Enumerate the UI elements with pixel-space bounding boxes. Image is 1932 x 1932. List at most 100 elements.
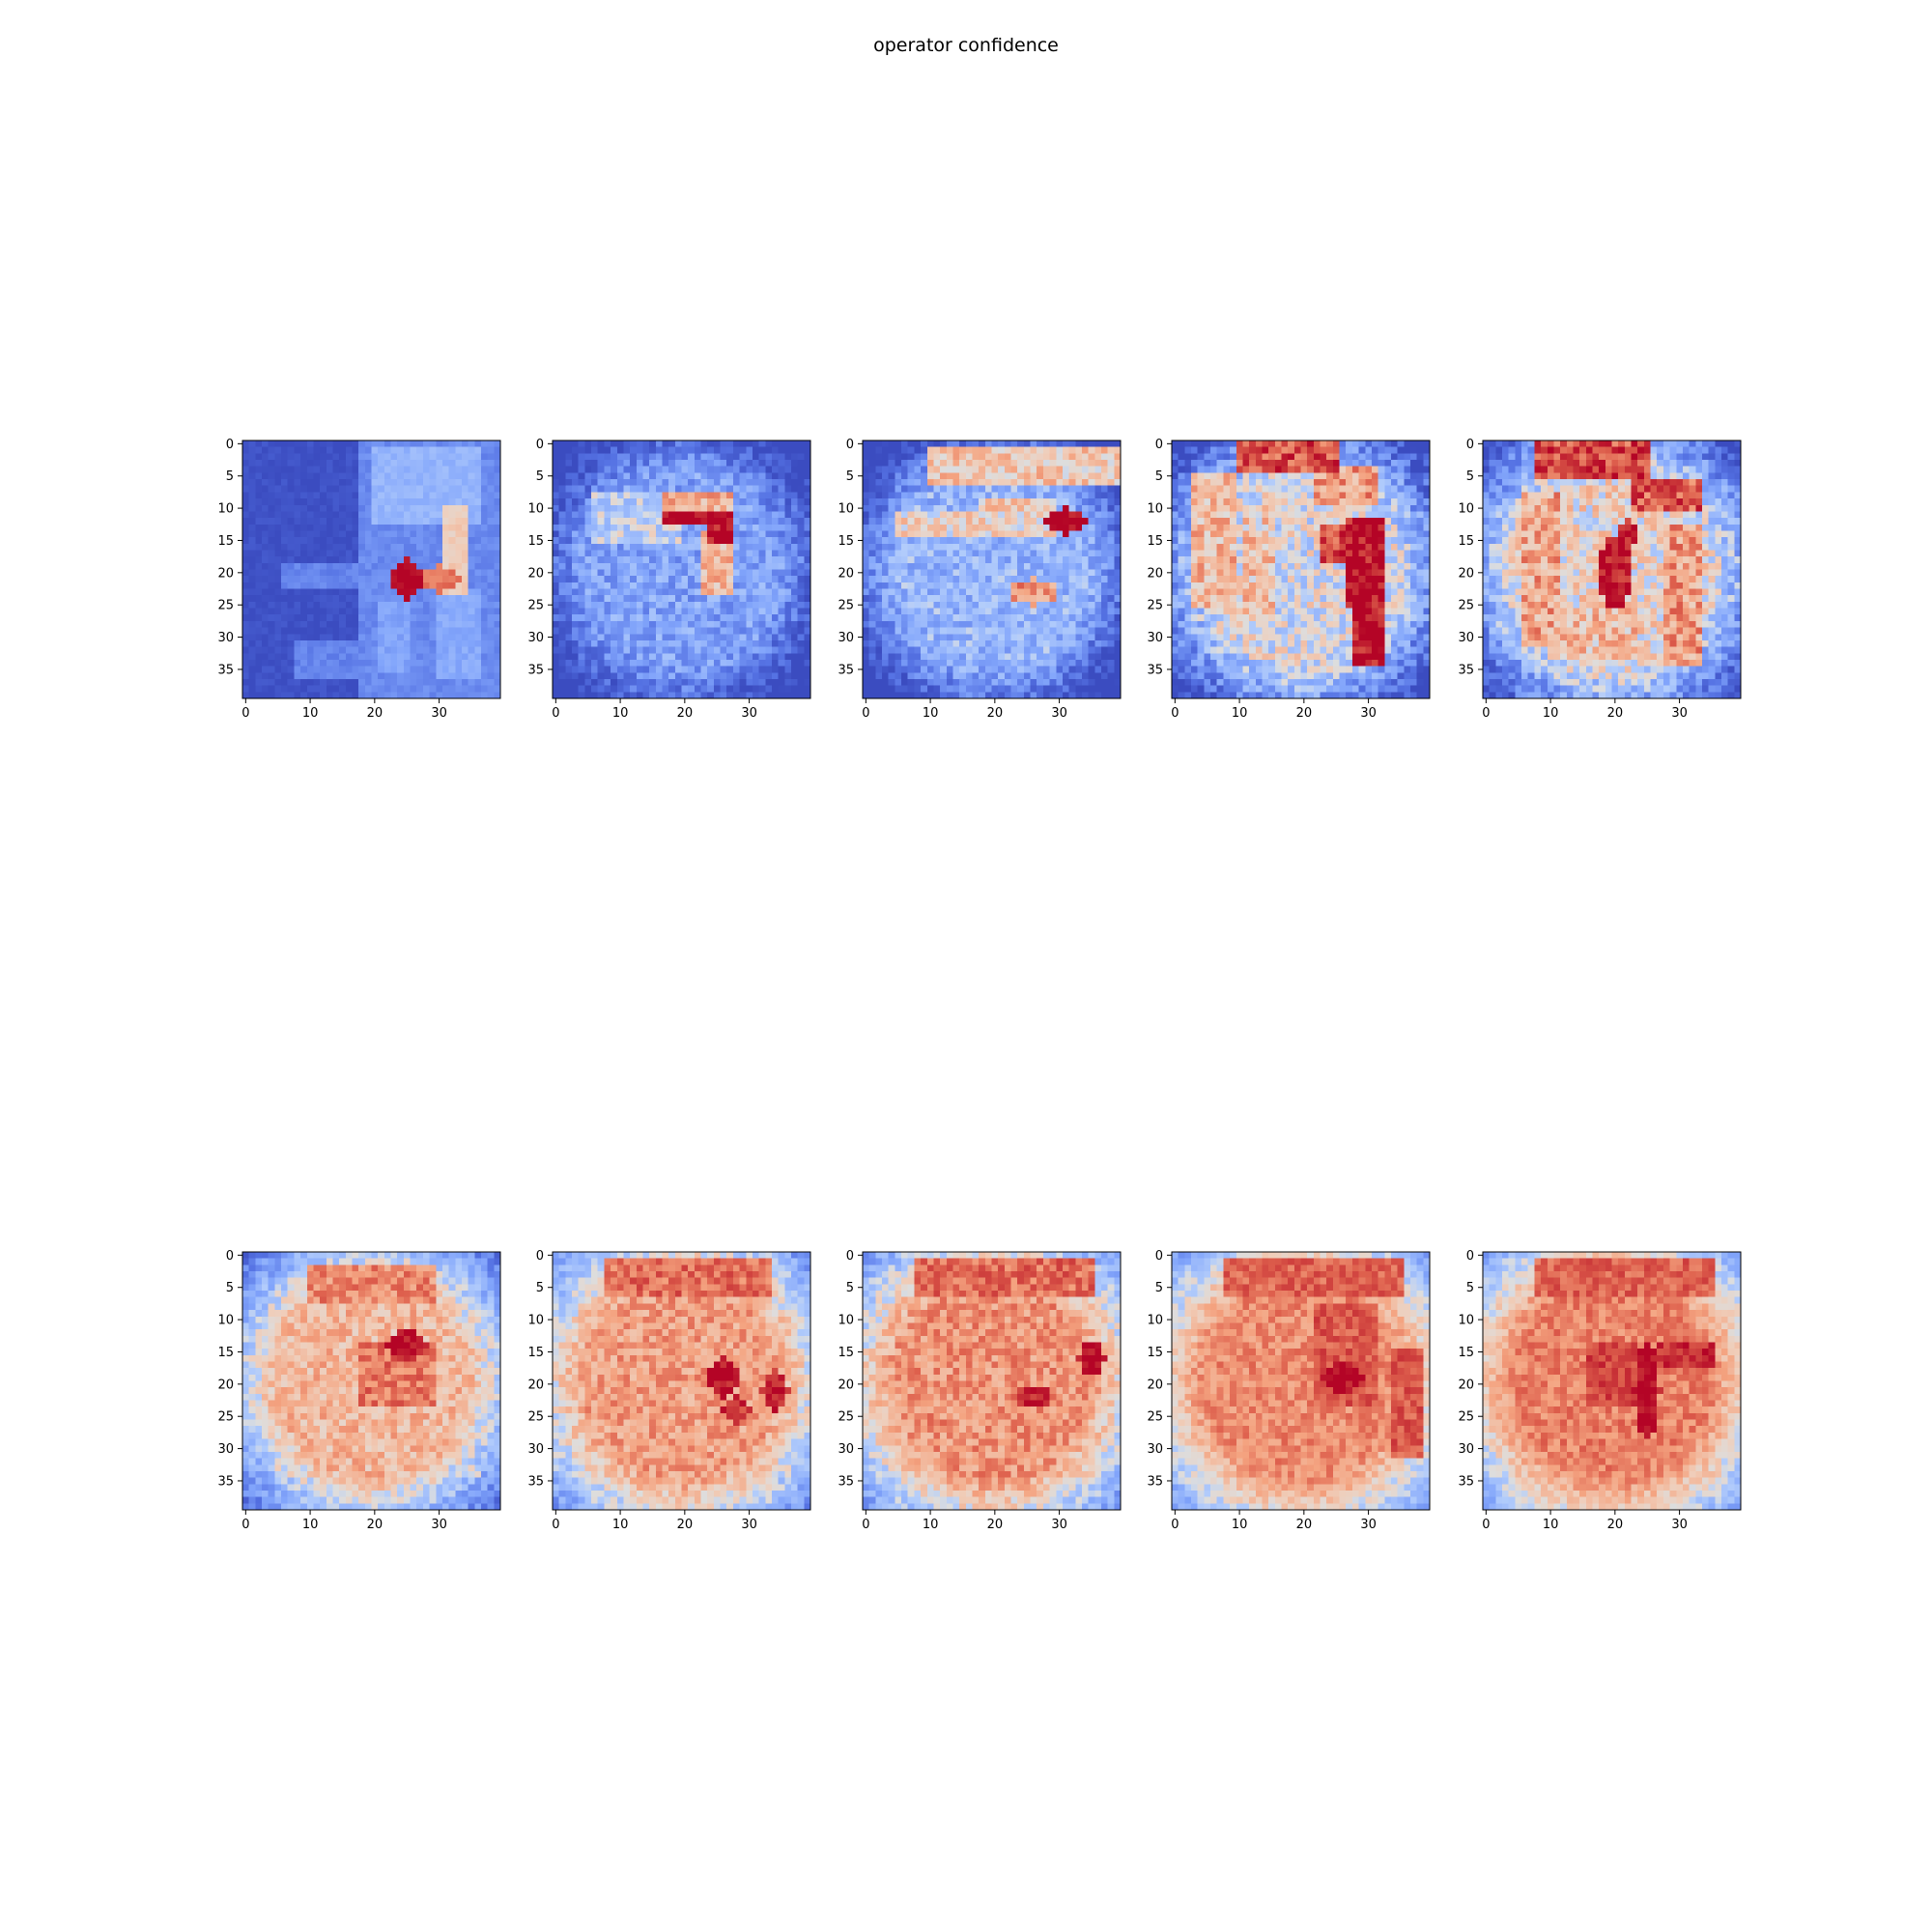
heatmap-cell: [895, 492, 902, 499]
heatmap-cell: [281, 595, 289, 603]
heatmap-cell: [901, 634, 909, 641]
heatmap-cell: [946, 692, 953, 699]
heatmap-cell: [888, 440, 895, 448]
heatmap-cell: [306, 659, 314, 667]
heatmap-cell: [933, 492, 941, 499]
heatmap-cell: [732, 453, 740, 461]
heatmap-cell: [778, 518, 785, 526]
heatmap-cell: [863, 537, 870, 545]
heatmap-cell: [636, 659, 643, 667]
heatmap-cell: [1004, 666, 1011, 673]
heatmap-cell: [281, 659, 289, 667]
heatmap-cell: [642, 543, 650, 551]
heatmap-cell: [636, 627, 643, 635]
heatmap-cell: [1094, 576, 1102, 583]
heatmap-cell: [1107, 634, 1115, 641]
heatmap-cell: [1178, 453, 1185, 461]
heatmap-cell: [371, 672, 379, 680]
heatmap-cell: [901, 485, 909, 493]
heatmap-cell: [649, 511, 657, 519]
heatmap-cell: [655, 562, 663, 570]
heatmap-cell: [422, 446, 430, 454]
heatmap-cell: [1062, 511, 1069, 519]
heatmap-cell: [636, 511, 643, 519]
heatmap-cell: [332, 608, 340, 615]
heatmap-cell: [565, 620, 573, 628]
heatmap-cell: [662, 440, 669, 448]
heatmap-cell: [448, 685, 456, 693]
heatmap-cell: [797, 588, 805, 596]
heatmap-cell: [591, 511, 599, 519]
heatmap-cell: [384, 692, 391, 699]
heatmap-cell: [294, 537, 301, 545]
heatmap-cell: [681, 446, 689, 454]
heatmap-cell: [371, 614, 379, 622]
heatmap-cell: [959, 576, 967, 583]
heatmap-cell: [784, 504, 792, 512]
heatmap-cell: [268, 453, 275, 461]
heatmap-cell: [895, 672, 902, 680]
heatmap-cell: [863, 485, 870, 493]
heatmap-cell: [979, 556, 986, 564]
heatmap-cell: [1062, 634, 1069, 641]
heatmap-cell: [668, 530, 676, 538]
heatmap-cell: [959, 595, 967, 603]
heatmap-cell: [720, 543, 727, 551]
heatmap-cell: [720, 692, 727, 699]
heatmap-cell: [390, 472, 398, 480]
heatmap-cell: [326, 479, 333, 487]
heatmap-cell: [940, 601, 948, 609]
heatmap-cell: [1062, 537, 1069, 545]
heatmap-cell: [1004, 485, 1011, 493]
heatmap-cell: [758, 460, 766, 468]
heatmap-cell: [455, 653, 463, 661]
heatmap-cell: [1107, 453, 1115, 461]
heatmap-cell: [313, 627, 321, 635]
heatmap-cell: [422, 653, 430, 661]
heatmap-cell: [429, 614, 437, 622]
heatmap-cell: [313, 472, 321, 480]
heatmap-cell: [1017, 550, 1025, 557]
heatmap-cell: [662, 492, 669, 499]
heatmap-cell: [952, 666, 960, 673]
heatmap-cell: [313, 550, 321, 557]
heatmap-cell: [778, 569, 785, 577]
heatmap-cell: [649, 634, 657, 641]
heatmap-cell: [242, 530, 250, 538]
heatmap-cell: [875, 672, 883, 680]
heatmap-cell: [248, 678, 256, 686]
heatmap-cell: [416, 659, 424, 667]
heatmap-cell: [1042, 666, 1050, 673]
heatmap-cell: [1081, 588, 1089, 596]
heatmap-cell: [352, 614, 359, 622]
heatmap-cell: [281, 608, 289, 615]
heatmap-cell: [790, 562, 798, 570]
heatmap-cell: [921, 576, 928, 583]
heatmap-cell: [952, 639, 960, 647]
heatmap-cell: [636, 453, 643, 461]
heatmap-cell: [461, 446, 469, 454]
heatmap-cell: [461, 582, 469, 589]
heatmap-cell: [1004, 530, 1011, 538]
heatmap-cell: [1114, 692, 1122, 699]
heatmap-cell: [436, 472, 443, 480]
heatmap-cell: [480, 678, 488, 686]
heatmap-cell: [1068, 446, 1076, 454]
heatmap-cell: [713, 460, 721, 468]
heatmap-cell: [797, 466, 805, 473]
heatmap-cell: [797, 659, 805, 667]
heatmap-cell: [901, 627, 909, 635]
heatmap-cell: [326, 692, 333, 699]
heatmap-cell: [320, 562, 327, 570]
heatmap-cell: [441, 601, 449, 609]
heatmap-cell: [649, 472, 657, 480]
heatmap-cell: [326, 653, 333, 661]
heatmap-cell: [907, 685, 915, 693]
x-tick-label: 10: [612, 706, 629, 721]
heatmap-cell: [790, 472, 798, 480]
heatmap-cell: [611, 466, 618, 473]
heatmap-cell: [875, 524, 883, 531]
heatmap-cell: [926, 537, 934, 545]
heatmap-cell: [1042, 595, 1050, 603]
heatmap-cell: [468, 550, 475, 557]
